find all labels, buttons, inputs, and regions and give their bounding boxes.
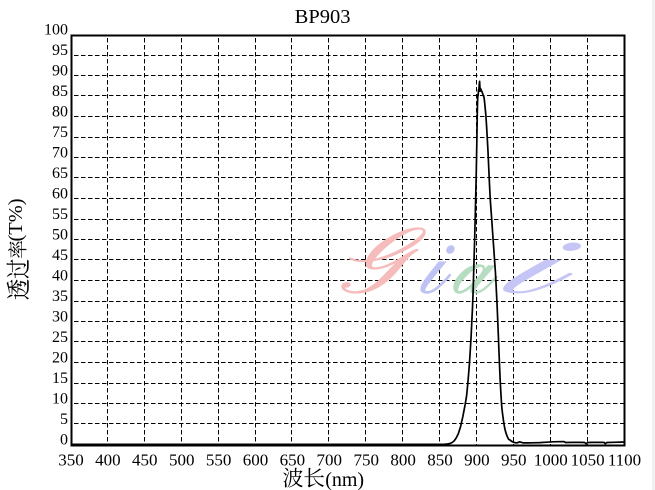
svg-text:800: 800 (390, 451, 416, 470)
svg-text:700: 700 (317, 451, 343, 470)
svg-text:950: 950 (501, 451, 527, 470)
svg-text:80: 80 (52, 104, 68, 121)
svg-text:900: 900 (464, 451, 490, 470)
svg-text:(T%): (T%) (5, 198, 27, 241)
svg-text:85: 85 (52, 83, 68, 100)
svg-text:5: 5 (60, 411, 68, 428)
svg-text:65: 65 (52, 165, 68, 182)
svg-text:10: 10 (52, 391, 68, 408)
svg-text:350: 350 (58, 451, 84, 470)
svg-text:20: 20 (52, 350, 68, 367)
svg-text:40: 40 (52, 268, 68, 285)
svg-text:600: 600 (243, 451, 269, 470)
svg-text:0: 0 (60, 432, 68, 449)
svg-text:(nm): (nm) (325, 469, 364, 490)
svg-text:55: 55 (52, 206, 68, 223)
svg-text:90: 90 (52, 63, 68, 80)
svg-text:45: 45 (52, 247, 68, 264)
svg-text:1050: 1050 (571, 451, 605, 470)
svg-text:50: 50 (52, 227, 68, 244)
svg-text:60: 60 (52, 186, 68, 203)
svg-text:550: 550 (206, 451, 232, 470)
svg-text:BP903: BP903 (295, 6, 351, 28)
svg-text:100: 100 (44, 22, 68, 39)
svg-text:400: 400 (95, 451, 121, 470)
svg-text:35: 35 (52, 288, 68, 305)
svg-text:30: 30 (52, 309, 68, 326)
svg-text:1000: 1000 (534, 451, 568, 470)
svg-text:500: 500 (169, 451, 195, 470)
svg-text:70: 70 (52, 145, 68, 162)
svg-text:25: 25 (52, 329, 68, 346)
svg-text:95: 95 (52, 42, 68, 59)
svg-text:75: 75 (52, 124, 68, 141)
svg-text:15: 15 (52, 370, 68, 387)
svg-text:850: 850 (427, 451, 453, 470)
svg-text:650: 650 (280, 451, 306, 470)
svg-text:750: 750 (353, 451, 379, 470)
svg-text:450: 450 (132, 451, 158, 470)
svg-text:1100: 1100 (608, 451, 641, 470)
